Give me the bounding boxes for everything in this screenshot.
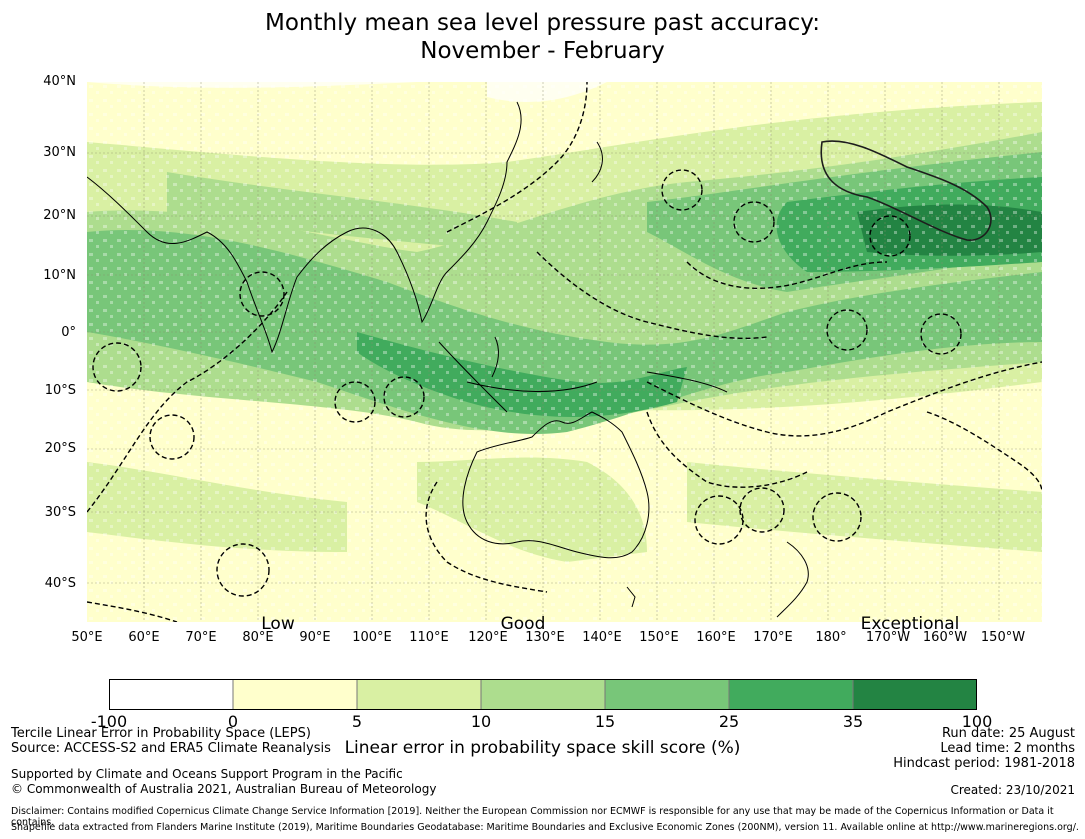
footer-run-date: Run date: 25 August bbox=[941, 726, 1075, 741]
lon-label-110e: 110°E bbox=[409, 630, 449, 645]
lon-label-80e: 80°E bbox=[242, 630, 274, 645]
lat-label-0: 0° bbox=[61, 325, 76, 340]
footer-method: Tercile Linear Error in Probability Spac… bbox=[11, 726, 311, 741]
skill-score-map bbox=[87, 82, 1042, 622]
map-title-line2: November - February bbox=[420, 38, 665, 64]
footer-copyright: © Commonwealth of Australia 2021, Austra… bbox=[11, 782, 437, 796]
colorbar-segment-5 bbox=[605, 679, 729, 710]
lon-label-140e: 140°E bbox=[582, 630, 622, 645]
lon-label-120e: 120°E bbox=[468, 630, 508, 645]
colorbar-segment-2 bbox=[233, 679, 357, 710]
colorbar-segment-1 bbox=[109, 679, 233, 710]
annotation-exceptional: Exceptional bbox=[860, 614, 960, 634]
colorbar-tick-neg100: -100 bbox=[90, 712, 128, 731]
lat-label-40s: 40°S bbox=[44, 576, 76, 591]
lon-label-60e: 60°E bbox=[128, 630, 160, 645]
colorbar bbox=[109, 679, 977, 710]
eez-boundaries bbox=[87, 82, 1042, 622]
lat-label-30s: 30°S bbox=[44, 505, 76, 520]
footer-created-date: Created: 23/10/2021 bbox=[950, 783, 1075, 797]
annotation-good: Good bbox=[500, 614, 546, 634]
colorbar-segment-3 bbox=[357, 679, 481, 710]
lon-label-160w: 160°W bbox=[922, 630, 968, 645]
lon-label-150w: 150°W bbox=[980, 630, 1026, 645]
footer-lead-time: Lead time: 2 months bbox=[940, 741, 1075, 756]
hawaii-eez-boundary bbox=[820, 140, 992, 241]
skill-shading bbox=[87, 82, 1042, 622]
colorbar-segment-4 bbox=[481, 679, 605, 710]
lon-label-70e: 70°E bbox=[185, 630, 217, 645]
footer-source: Source: ACCESS-S2 and ERA5 Climate Reana… bbox=[11, 741, 331, 756]
colorbar-tick-0: 0 bbox=[227, 712, 239, 731]
footer-support: Supported by Climate and Oceans Support … bbox=[11, 767, 403, 781]
lat-label-40n: 40°N bbox=[43, 74, 76, 89]
lon-label-150e: 150°E bbox=[639, 630, 679, 645]
footer-hindcast-period: Hindcast period: 1981-2018 bbox=[893, 756, 1075, 771]
colorbar-label: Linear error in probability space skill … bbox=[344, 738, 741, 758]
lat-label-10s: 10°S bbox=[44, 383, 76, 398]
colorbar-tick-5: 5 bbox=[351, 712, 363, 731]
lat-label-10n: 10°N bbox=[43, 268, 76, 283]
lat-label-30n: 30°N bbox=[43, 145, 76, 160]
footer-shapefile-credit: Shapefile data extracted from Flanders M… bbox=[11, 822, 1079, 833]
lat-label-20n: 20°N bbox=[43, 208, 76, 223]
lon-label-170w: 170°W bbox=[865, 630, 911, 645]
colorbar-tick-25: 25 bbox=[718, 712, 740, 731]
annotation-low: Low bbox=[261, 614, 295, 634]
colorbar-tick-100: 100 bbox=[961, 712, 993, 731]
colorbar-tick-10: 10 bbox=[470, 712, 492, 731]
map-title-line1: Monthly mean sea level pressure past acc… bbox=[265, 10, 820, 36]
lon-label-100e: 100°E bbox=[352, 630, 392, 645]
colorbar-segment-6 bbox=[729, 679, 853, 710]
colorbar-tick-15: 15 bbox=[594, 712, 616, 731]
colorbar-segment-7 bbox=[853, 679, 977, 710]
lat-label-20s: 20°S bbox=[44, 441, 76, 456]
lon-label-50e: 50°E bbox=[71, 630, 103, 645]
lon-label-160e: 160°E bbox=[696, 630, 736, 645]
lon-label-170e: 170°E bbox=[753, 630, 793, 645]
coastlines bbox=[87, 101, 809, 618]
lon-label-130e: 130°E bbox=[525, 630, 565, 645]
lon-label-90e: 90°E bbox=[299, 630, 331, 645]
colorbar-tick-35: 35 bbox=[842, 712, 864, 731]
lon-label-180: 180° bbox=[815, 630, 847, 645]
footer-disclaimer: Disclaimer: Contains modified Copernicus… bbox=[11, 806, 1054, 828]
